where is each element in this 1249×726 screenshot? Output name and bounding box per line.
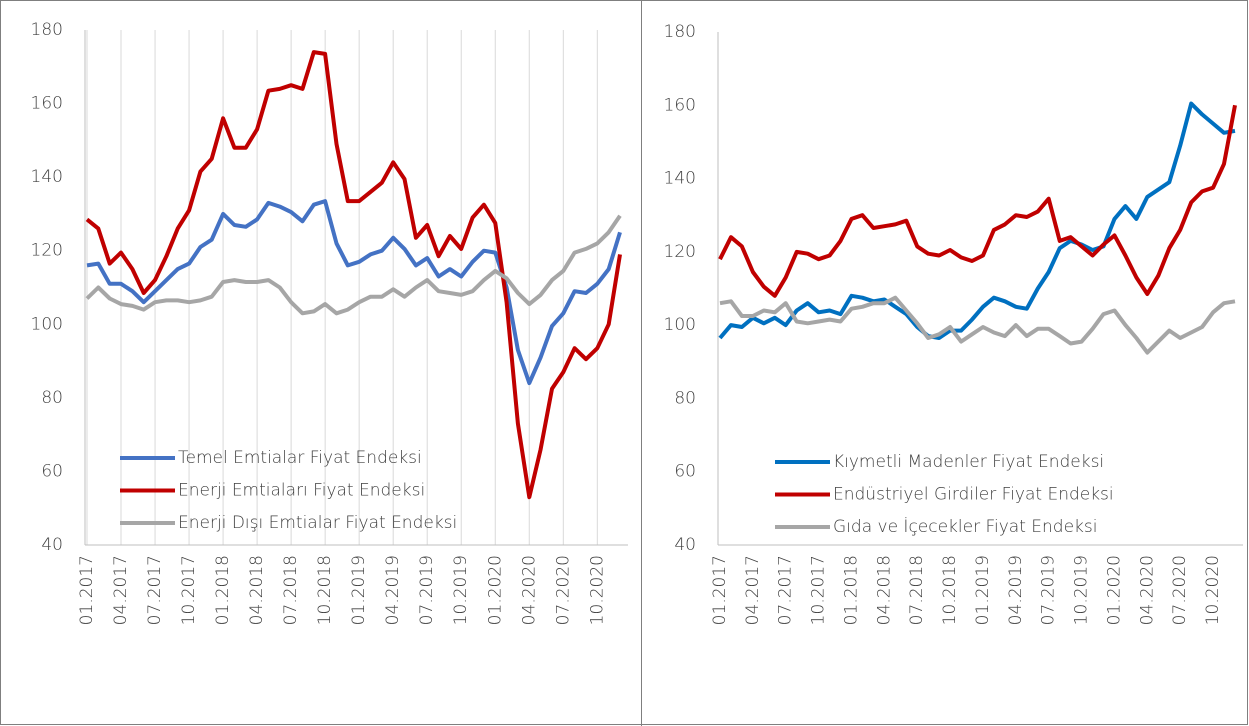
x-tick-label: 01.2019 — [349, 555, 369, 625]
x-tick-label: 01.2020 — [485, 555, 505, 625]
x-tick-label: 10.2017 — [179, 555, 199, 625]
x-tick-label: 04.2017 — [743, 555, 763, 625]
y-tick-label: 40 — [674, 535, 696, 555]
series-line — [85, 50, 622, 500]
x-tick-label: 07.2020 — [1170, 555, 1190, 625]
x-tick-label: 04.2019 — [1006, 555, 1026, 625]
y-tick-label: 160 — [31, 94, 63, 114]
x-tick-label: 10.2019 — [1072, 555, 1092, 625]
legend-label: Endüstriyel Girdiler Fiyat Endeksi — [833, 485, 1114, 505]
y-tick-label: 140 — [31, 167, 63, 187]
y-tick-label: 120 — [664, 242, 696, 262]
x-tick-label: 10.2018 — [315, 555, 335, 625]
x-tick-label: 01.2020 — [1104, 555, 1124, 625]
x-tick-label: 01.2017 — [77, 555, 97, 625]
x-tick-label: 04.2017 — [111, 555, 131, 625]
y-tick-label: 160 — [664, 95, 696, 115]
y-tick-label: 80 — [674, 388, 696, 408]
y-tick-label: 180 — [31, 20, 63, 40]
x-tick-label: 07.2020 — [553, 555, 573, 625]
x-tick-label: 10.2018 — [940, 555, 960, 625]
y-tick-label: 140 — [664, 169, 696, 189]
legend-label: Kıymetli Madenler Fiyat Endeksi — [833, 452, 1104, 472]
x-tick-label: 10.2017 — [809, 555, 829, 625]
x-tick-label: 04.2020 — [519, 555, 539, 625]
y-tick-label: 100 — [664, 315, 696, 335]
y-tick-label: 80 — [41, 388, 63, 408]
x-tick-label: 04.2018 — [874, 555, 894, 625]
x-tick-label: 01.2017 — [710, 555, 730, 625]
legend-label: Temel Emtialar Fiyat Endeksi — [178, 448, 422, 468]
x-tick-label: 04.2018 — [247, 555, 267, 625]
series-line — [86, 199, 622, 386]
legend-label: Gıda ve İçecekler Fiyat Endeksi — [833, 516, 1097, 537]
x-tick-label: 07.2017 — [776, 555, 796, 625]
y-tick-label: 40 — [41, 535, 63, 555]
y-tick-label: 100 — [31, 314, 63, 334]
x-tick-label: 07.2017 — [145, 555, 165, 625]
y-tick-label: 180 — [664, 22, 696, 42]
x-tick-label: 04.2020 — [1137, 555, 1157, 625]
x-tick-label: 07.2018 — [907, 555, 927, 625]
series-line — [718, 104, 1237, 298]
x-tick-label: 07.2019 — [417, 555, 437, 625]
x-tick-label: 01.2018 — [213, 555, 233, 625]
x-tick-label: 10.2020 — [1203, 555, 1223, 625]
y-tick-label: 60 — [674, 462, 696, 482]
x-tick-label: 04.2019 — [383, 555, 403, 625]
x-tick-label: 07.2018 — [281, 555, 301, 625]
y-tick-label: 120 — [31, 241, 63, 261]
x-tick-label: 01.2018 — [841, 555, 861, 625]
legend-label: Enerji Emtiaları Fiyat Endeksi — [178, 481, 425, 501]
series-line — [718, 101, 1236, 340]
y-tick-label: 60 — [41, 461, 63, 481]
x-tick-label: 10.2020 — [587, 555, 607, 625]
series-line — [719, 295, 1236, 355]
legend-label: Enerji Dışı Emtialar Fiyat Endeksi — [178, 513, 457, 533]
x-tick-label: 07.2019 — [1039, 555, 1059, 625]
x-tick-label: 10.2019 — [451, 555, 471, 625]
series-line — [85, 214, 622, 316]
x-tick-label: 01.2019 — [973, 555, 993, 625]
